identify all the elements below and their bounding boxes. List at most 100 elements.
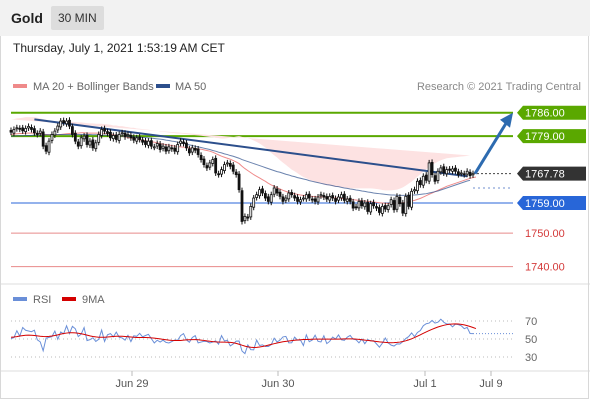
candle-body bbox=[331, 195, 335, 199]
candle-body bbox=[451, 168, 454, 172]
candle-body bbox=[363, 202, 367, 208]
candle-body bbox=[18, 127, 22, 130]
candle bbox=[342, 191, 346, 204]
candle bbox=[41, 128, 45, 150]
candle-body bbox=[161, 145, 165, 149]
candle-body bbox=[56, 125, 60, 131]
candle bbox=[68, 117, 71, 130]
candle bbox=[296, 194, 299, 205]
candle bbox=[65, 118, 68, 127]
candle bbox=[214, 155, 218, 176]
ma50-legend-swatch bbox=[156, 84, 170, 88]
candle-body bbox=[97, 134, 101, 143]
candle bbox=[59, 118, 63, 130]
candle-body bbox=[220, 169, 223, 175]
candle-body bbox=[272, 187, 276, 195]
candle-body bbox=[30, 127, 33, 130]
bollinger-band bbox=[11, 117, 471, 191]
candle-body bbox=[170, 147, 174, 150]
candle bbox=[170, 144, 174, 152]
ma20-line bbox=[10, 132, 477, 204]
candle bbox=[149, 137, 153, 150]
level-support-4-label: 1740.00 bbox=[525, 262, 565, 274]
candle bbox=[111, 132, 115, 142]
candle bbox=[389, 196, 393, 208]
candle-body bbox=[398, 196, 402, 205]
candle bbox=[53, 128, 57, 138]
candle-body bbox=[246, 216, 250, 219]
candle bbox=[395, 193, 399, 213]
candle bbox=[71, 123, 74, 138]
candle bbox=[331, 192, 335, 202]
candle-body bbox=[322, 195, 326, 198]
candle-body bbox=[138, 136, 142, 140]
candle-body bbox=[433, 175, 437, 182]
candle bbox=[100, 126, 104, 139]
candle-body bbox=[448, 168, 452, 171]
candle-body bbox=[35, 132, 39, 135]
candle bbox=[126, 131, 130, 139]
candle bbox=[287, 190, 291, 202]
candle-body bbox=[439, 167, 443, 173]
level-pivot-2-tag bbox=[517, 196, 586, 211]
candle-body bbox=[319, 194, 323, 197]
candle bbox=[398, 194, 402, 207]
candle-body bbox=[62, 120, 66, 124]
candle-body bbox=[71, 126, 74, 135]
candle bbox=[114, 131, 118, 143]
candle bbox=[375, 203, 378, 212]
candle-body bbox=[211, 159, 215, 164]
candle bbox=[27, 123, 30, 131]
candle-body bbox=[442, 166, 446, 174]
rsi-tick-50: 50 bbox=[525, 334, 537, 346]
candle bbox=[255, 191, 259, 201]
rsi-legend-swatch bbox=[13, 297, 27, 301]
candle-body bbox=[164, 146, 168, 152]
candle-body bbox=[304, 194, 308, 200]
candle-body bbox=[378, 207, 381, 213]
candle bbox=[313, 195, 317, 205]
candle bbox=[281, 193, 285, 205]
candle-body bbox=[129, 134, 133, 139]
candle bbox=[187, 145, 191, 156]
candle-body bbox=[293, 195, 297, 199]
candle-body bbox=[24, 128, 28, 132]
candle bbox=[421, 173, 425, 189]
candle-body bbox=[167, 146, 171, 152]
candle-body bbox=[217, 173, 221, 176]
candle-body bbox=[354, 206, 358, 209]
candle-body bbox=[436, 170, 440, 181]
candle-body bbox=[430, 162, 434, 176]
candle-body bbox=[383, 205, 387, 210]
candle bbox=[360, 197, 364, 209]
candle-body bbox=[407, 194, 411, 207]
rsi-tick-30: 30 bbox=[525, 352, 537, 364]
candle bbox=[439, 164, 443, 175]
candle-body bbox=[185, 142, 188, 149]
candle bbox=[109, 129, 112, 141]
candle bbox=[182, 138, 185, 147]
candle-body bbox=[196, 148, 200, 155]
ma9-legend-label: 9MA bbox=[82, 294, 105, 306]
candle bbox=[451, 165, 454, 175]
candle bbox=[427, 159, 431, 185]
candle-body bbox=[287, 192, 291, 200]
level-resistance-0-tag bbox=[517, 105, 586, 120]
candle bbox=[272, 184, 276, 198]
candle-body bbox=[126, 134, 130, 137]
candle-body bbox=[109, 131, 112, 139]
candle bbox=[465, 168, 469, 178]
candle-body bbox=[427, 162, 431, 182]
candle-body bbox=[337, 196, 340, 201]
candle-body bbox=[9, 130, 13, 133]
candle-body bbox=[413, 189, 416, 192]
candle bbox=[117, 131, 121, 144]
candle bbox=[167, 143, 171, 154]
candle bbox=[88, 138, 92, 149]
candle bbox=[468, 169, 472, 179]
timeframe-badge[interactable]: 30 MIN bbox=[51, 6, 104, 30]
projection-arrow-shaft bbox=[473, 120, 509, 175]
candle-body bbox=[249, 205, 253, 218]
candle-body bbox=[269, 194, 273, 203]
